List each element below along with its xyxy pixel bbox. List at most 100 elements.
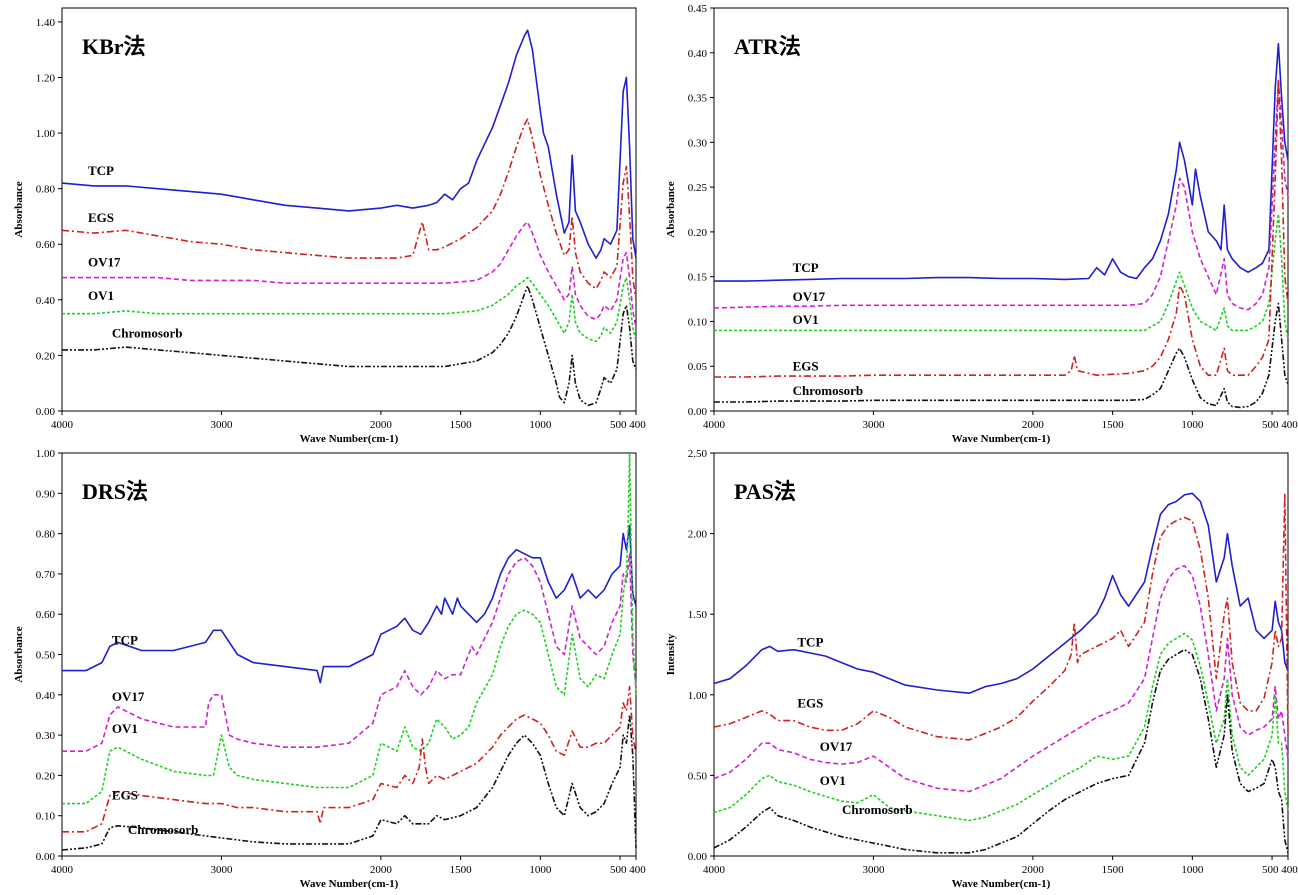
x-tick-label: 3000 [862,864,885,876]
series-line-ov17 [713,78,1289,311]
series-label-tcp: TCP [797,634,823,649]
series-line-tcp [714,42,1289,282]
series-line-chromosorb [714,302,1289,409]
x-tick-label: 1500 [1102,864,1125,876]
series-label-egs: EGS [797,696,823,711]
series-label-tcp: TCP [88,163,114,178]
y-tick-label: 0.30 [36,730,56,742]
series-line-ov1 [714,213,1289,340]
y-tick-label: 0.20 [688,227,708,239]
y-tick-label: 0.30 [688,137,708,149]
series-label-chromosorb: Chromosorb [842,802,913,817]
series-label-ov1: OV1 [793,312,819,327]
series-label-ov1: OV1 [820,773,846,788]
series-line-ov1 [713,632,1289,822]
chart-svg: 0.00 0.05 0.10 0.15 0.20 0.25 0.30 0.35 0.40 0.45… [665,3,1298,445]
x-tick-label: 4000 [703,864,726,876]
y-tick-label: 0.00 [688,406,708,418]
y-tick-label: 1.20 [36,72,56,84]
y-tick-label: 1.50 [688,609,708,621]
chart-panel-kbr: 0.00 0.20 0.40 0.60 0.80 1.00 1.20 1.40 4000 3000… [0,0,646,450]
y-axis-label: Absorbance [13,181,25,237]
x-axis-label: Wave Number(cm-1) [952,878,1051,890]
y-tick-label: 0.10 [36,811,56,823]
plot-frame [713,452,1289,857]
x-tick-label: 500 400 [1262,419,1298,431]
chart-title: PAS法 [734,479,796,504]
series-label-ov1: OV1 [112,721,138,736]
y-tick-label: 0.20 [36,350,56,362]
series-line-egs [714,78,1289,378]
y-tick-label: 0.90 [36,488,56,500]
x-tick-label: 3000 [862,419,885,431]
x-axis-label: Wave Number(cm-1) [952,433,1051,445]
y-tick-label: 0.50 [688,770,708,782]
x-tick-label: 2000 [1022,419,1045,431]
y-tick-label: 0.50 [36,650,56,662]
x-axis-label: Wave Number(cm-1) [300,878,399,890]
series-label-egs: EGS [112,788,138,803]
series-line-chromosorb [61,714,637,851]
series-label-ov17: OV17 [820,739,853,754]
chart-title: KBr法 [82,34,146,59]
y-axis-label: Absorbance [665,181,677,237]
y-tick-label: 0.40 [688,48,708,60]
series-line-egs [62,685,637,833]
x-tick-label: 1500 [450,419,473,431]
y-tick-label: 0.15 [688,272,708,284]
x-tick-label: 1000 [529,864,552,876]
y-tick-label: 0.20 [36,770,56,782]
x-tick-label: 1000 [1181,864,1204,876]
x-tick-label: 4000 [51,864,74,876]
y-tick-label: 0.10 [688,316,708,328]
series-label-ov17: OV17 [88,254,121,269]
chart-svg: 0.00 0.10 0.20 0.30 0.40 0.50 0.60 0.70 0.80 0.90… [13,448,646,890]
y-tick-label: 1.00 [688,690,708,702]
y-tick-label: 0.05 [688,361,708,373]
y-tick-label: 0.70 [36,569,56,581]
y-tick-label: 1.40 [36,17,56,29]
series-line-egs [61,118,637,300]
series-line-ov17 [62,553,637,753]
y-tick-label: 0.40 [36,690,56,702]
series-line-ov1 [62,276,637,343]
series-line-tcp [713,492,1289,694]
x-tick-label: 2000 [1022,864,1045,876]
y-axis-label: Absorbance [13,626,25,682]
x-tick-label: 3000 [210,864,233,876]
y-tick-label: 0.60 [36,239,56,251]
series-label-chromosorb: Chromosorb [793,383,864,398]
series-label-tcp: TCP [793,260,819,275]
x-tick-label: 2000 [370,419,393,431]
y-tick-label: 0.35 [688,93,708,105]
x-tick-label: 500 400 [610,864,646,876]
series-label-egs: EGS [793,359,819,374]
series-label-ov17: OV17 [793,289,826,304]
series-line-ov17 [713,565,1289,793]
series-line-tcp [61,29,637,259]
y-tick-label: 1.00 [36,448,56,460]
y-tick-label: 0.60 [36,609,56,621]
y-axis-label: Intensity [665,633,677,675]
y-tick-label: 2.50 [688,448,708,460]
y-tick-label: 0.80 [36,184,56,196]
series-line-chromosorb [62,285,637,407]
x-tick-label: 1500 [450,864,473,876]
series-line-egs [713,492,1289,741]
series-line-tcp [62,524,637,684]
x-tick-label: 4000 [51,419,74,431]
chart-svg: 0.00 0.50 1.00 1.50 2.00 2.50 4000 3000 2000 1500… [665,448,1298,890]
x-tick-label: 1000 [529,419,552,431]
x-tick-label: 3000 [210,419,233,431]
chart-svg: 0.00 0.20 0.40 0.60 0.80 1.00 1.20 1.40 4000 3000… [13,7,646,445]
y-tick-label: 0.25 [688,182,708,194]
series-line-chromosorb [713,648,1289,854]
chart-panel-drs: 0.00 0.10 0.20 0.30 0.40 0.50 0.60 0.70 0.80 0.90… [0,445,646,895]
x-tick-label: 2000 [370,864,393,876]
chart-panel-pas: 0.00 0.50 1.00 1.50 2.00 2.50 4000 3000 2000 1500… [652,445,1298,895]
series-label-chromosorb: Chromosorb [128,822,199,837]
y-tick-label: 0.00 [36,851,56,863]
chart-title: DRS法 [82,479,148,504]
series-label-egs: EGS [88,210,114,225]
x-tick-label: 500 400 [610,419,646,431]
